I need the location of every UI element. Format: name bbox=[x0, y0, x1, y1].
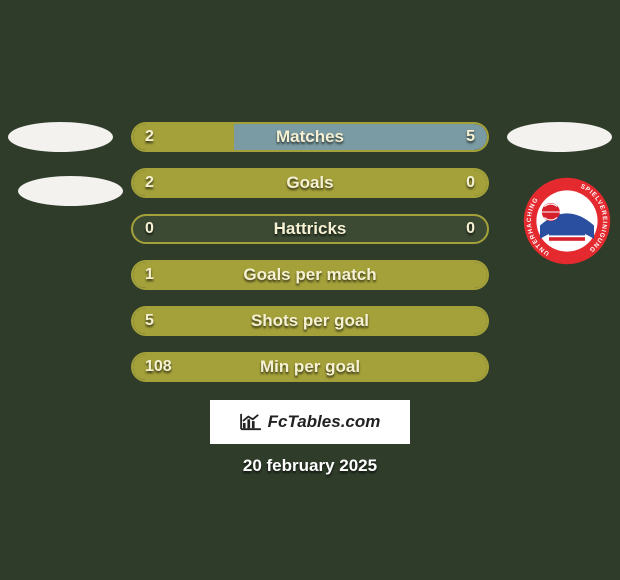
stat-row-hattricks: 0 Hattricks 0 bbox=[131, 214, 489, 244]
stat-value-left: 2 bbox=[145, 124, 154, 150]
stat-value-right: 0 bbox=[466, 216, 475, 242]
right-club-logo: SPIELVEREINIGUNG UNTERHACHING bbox=[522, 176, 612, 266]
chart-icon bbox=[240, 413, 262, 431]
stat-value-left: 108 bbox=[145, 354, 172, 380]
stat-row-goals: 2 Goals 0 bbox=[131, 168, 489, 198]
stat-fill-left bbox=[133, 354, 487, 380]
left-player-photo-placeholder bbox=[8, 122, 113, 152]
brand-text: FcTables.com bbox=[268, 412, 381, 432]
stat-value-left: 2 bbox=[145, 170, 154, 196]
stat-fill-left bbox=[133, 308, 487, 334]
stat-row-goals-per-match: 1 Goals per match bbox=[131, 260, 489, 290]
stat-value-right: 0 bbox=[466, 170, 475, 196]
stat-value-right: 5 bbox=[466, 124, 475, 150]
left-club-logo-placeholder bbox=[18, 176, 123, 206]
stat-fill-left bbox=[133, 262, 487, 288]
stat-row-matches: 2 Matches 5 bbox=[131, 122, 489, 152]
stat-row-shots-per-goal: 5 Shots per goal bbox=[131, 306, 489, 336]
root: Feiertag vs Adu Club competitions, Seaso… bbox=[0, 0, 620, 580]
stat-fill-left bbox=[133, 170, 487, 196]
stat-fill-right bbox=[234, 124, 487, 150]
stat-label: Hattricks bbox=[133, 216, 487, 242]
unterhaching-crest-icon: SPIELVEREINIGUNG UNTERHACHING bbox=[522, 176, 612, 266]
right-player-photo-placeholder bbox=[507, 122, 612, 152]
stat-value-left: 5 bbox=[145, 308, 154, 334]
brand-box: FcTables.com bbox=[210, 400, 410, 444]
stat-value-left: 0 bbox=[145, 216, 154, 242]
stat-row-min-per-goal: 108 Min per goal bbox=[131, 352, 489, 382]
stat-bars: 2 Matches 5 2 Goals 0 0 Hattricks 0 1 Go… bbox=[131, 122, 489, 398]
date-text: 20 february 2025 bbox=[0, 456, 620, 476]
stat-value-left: 1 bbox=[145, 262, 154, 288]
